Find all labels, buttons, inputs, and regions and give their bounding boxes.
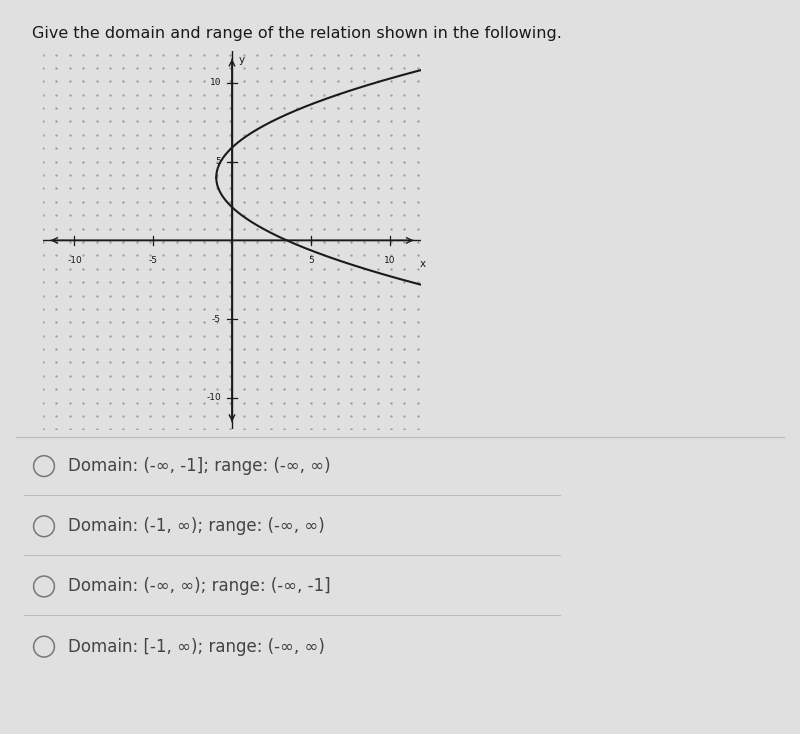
Text: 10: 10 [384,256,395,265]
Text: 5: 5 [215,157,221,166]
Text: Domain: (-∞, ∞); range: (-∞, -1]: Domain: (-∞, ∞); range: (-∞, -1] [68,578,330,595]
Text: y: y [238,54,245,65]
Text: -5: -5 [149,256,158,265]
Text: x: x [419,259,426,269]
Text: -10: -10 [206,393,221,402]
Text: -5: -5 [212,315,221,324]
Text: 10: 10 [210,79,221,87]
Text: 5: 5 [308,256,314,265]
Text: Domain: [-1, ∞); range: (-∞, ∞): Domain: [-1, ∞); range: (-∞, ∞) [68,638,325,655]
Text: Domain: (-1, ∞); range: (-∞, ∞): Domain: (-1, ∞); range: (-∞, ∞) [68,517,325,535]
Text: Give the domain and range of the relation shown in the following.: Give the domain and range of the relatio… [32,26,562,40]
Text: Domain: (-∞, -1]; range: (-∞, ∞): Domain: (-∞, -1]; range: (-∞, ∞) [68,457,330,475]
Text: -10: -10 [67,256,82,265]
